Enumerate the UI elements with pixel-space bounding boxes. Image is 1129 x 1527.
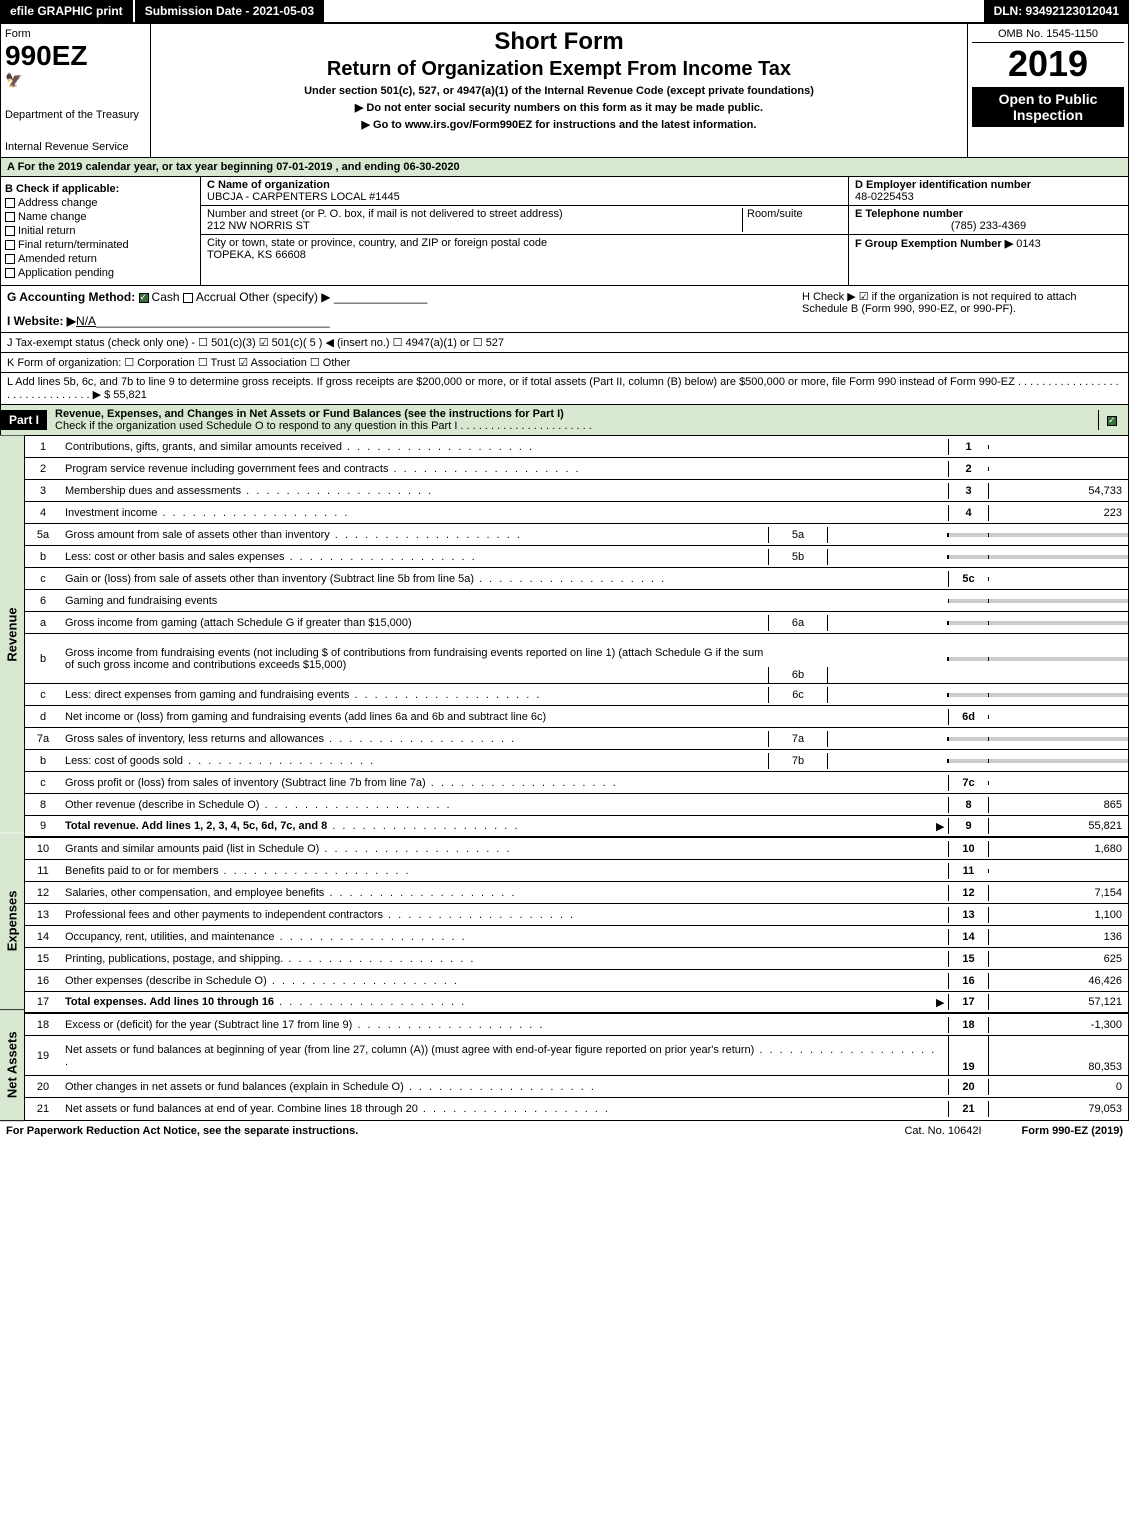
box-f-label: F Group Exemption Number ▶ [855,238,1013,250]
line-5c: cGain or (loss) from sale of assets othe… [25,568,1128,590]
line-19: 19Net assets or fund balances at beginni… [25,1036,1128,1076]
line-18: 18Excess or (deficit) for the year (Subt… [25,1014,1128,1036]
line-6c: cLess: direct expenses from gaming and f… [25,684,1128,706]
line-10: 10Grants and similar amounts paid (list … [25,838,1128,860]
chk-amended[interactable]: Amended return [18,253,97,265]
box-c-label: C Name of organization [207,179,330,191]
cat-number: Cat. No. 10642I [904,1125,981,1137]
chk-cash[interactable] [139,293,149,303]
part1-body: Revenue Expenses Net Assets 1Contributio… [0,436,1129,1121]
box-b: B Check if applicable: Address change Na… [1,177,201,285]
line-13: 13Professional fees and other payments t… [25,904,1128,926]
netassets-label: Net Assets [0,1010,24,1121]
line-1: 1Contributions, gifts, grants, and simil… [25,436,1128,458]
chk-initial-return[interactable]: Initial return [18,225,75,237]
box-i-label: I Website: ▶ [7,314,76,328]
box-c: C Name of organization UBCJA - CARPENTER… [201,177,848,285]
part1-label: Part I [1,410,47,430]
irs-eagle-icon: 🦅 [5,72,146,89]
opt-other: Other (specify) ▶ [239,290,330,304]
line-8: 8Other revenue (describe in Schedule O)8… [25,794,1128,816]
line-7c: cGross profit or (loss) from sales of in… [25,772,1128,794]
org-name: UBCJA - CARPENTERS LOCAL #1445 [207,191,400,203]
line-5a: 5aGross amount from sale of assets other… [25,524,1128,546]
chk-pending[interactable]: Application pending [18,267,114,279]
line-12: 12Salaries, other compensation, and empl… [25,882,1128,904]
line-11: 11Benefits paid to or for members11 [25,860,1128,882]
header-bar: efile GRAPHIC print Submission Date - 20… [0,0,1129,24]
city-label: City or town, state or province, country… [207,237,547,249]
line-3: 3Membership dues and assessments354,733 [25,480,1128,502]
dln: DLN: 93492123012041 [984,0,1129,22]
paperwork-notice: For Paperwork Reduction Act Notice, see … [6,1125,358,1137]
form-ref: Form 990-EZ (2019) [1022,1125,1123,1137]
form-header: Form 990EZ 🦅 Department of the Treasury … [0,24,1129,158]
box-e-label: E Telephone number [855,208,963,220]
omb-number: OMB No. 1545-1150 [972,28,1124,43]
part1-check-text: Check if the organization used Schedule … [55,420,592,432]
street-address: 212 NW NORRIS ST [207,220,310,232]
irs-label: Internal Revenue Service [5,141,146,153]
line-17: 17Total expenses. Add lines 10 through 1… [25,992,1128,1014]
efile-print-button[interactable]: efile GRAPHIC print [0,0,133,22]
box-j: J Tax-exempt status (check only one) - ☐… [0,333,1129,353]
box-g-label: G Accounting Method: [7,290,135,304]
box-d-label: D Employer identification number [855,179,1031,191]
chk-final-return[interactable]: Final return/terminated [18,239,129,251]
line-15: 15Printing, publications, postage, and s… [25,948,1128,970]
line-16: 16Other expenses (describe in Schedule O… [25,970,1128,992]
chk-address-change[interactable]: Address change [18,197,98,209]
form-number: 990EZ [5,40,146,72]
room-suite-label: Room/suite [747,208,803,220]
form-warning-2: ▶ Go to www.irs.gov/Form990EZ for instru… [159,118,959,131]
expenses-label: Expenses [0,833,24,1010]
part1-checkbox[interactable] [1098,410,1128,430]
box-l: L Add lines 5b, 6c, and 7b to line 9 to … [0,373,1129,405]
opt-cash: Cash [152,290,180,304]
part1-title: Revenue, Expenses, and Changes in Net As… [55,408,564,420]
dept-treasury: Department of the Treasury [5,109,146,121]
form-label: Form [5,28,146,40]
box-def: D Employer identification number48-02254… [848,177,1128,285]
form-warning-1: ▶ Do not enter social security numbers o… [159,101,959,114]
line-9: 9Total revenue. Add lines 1, 2, 3, 4, 5c… [25,816,1128,838]
tax-year: 2019 [972,43,1124,85]
line-6a: aGross income from gaming (attach Schedu… [25,612,1128,634]
line-21: 21Net assets or fund balances at end of … [25,1098,1128,1120]
line-5b: bLess: cost or other basis and sales exp… [25,546,1128,568]
line-7b: bLess: cost of goods sold7b [25,750,1128,772]
submission-date: Submission Date - 2021-05-03 [135,0,324,22]
chk-name-change[interactable]: Name change [18,211,87,223]
section-g-h: G Accounting Method: Cash Accrual Other … [0,286,1129,333]
line-2: 2Program service revenue including gover… [25,458,1128,480]
footer: For Paperwork Reduction Act Notice, see … [0,1121,1129,1141]
addr-label: Number and street (or P. O. box, if mail… [207,208,563,220]
ein: 48-0225453 [855,191,914,203]
opt-accrual: Accrual [196,290,236,304]
part1-header: Part I Revenue, Expenses, and Changes in… [0,405,1129,436]
line-14: 14Occupancy, rent, utilities, and mainte… [25,926,1128,948]
info-block: B Check if applicable: Address change Na… [0,177,1129,286]
group-exemption: 0143 [1016,238,1040,250]
line-6d: dNet income or (loss) from gaming and fu… [25,706,1128,728]
line-20: 20Other changes in net assets or fund ba… [25,1076,1128,1098]
row-a-tax-year: A For the 2019 calendar year, or tax yea… [0,158,1129,177]
telephone: (785) 233-4369 [855,220,1122,232]
form-title-1: Short Form [159,28,959,56]
chk-accrual[interactable] [183,293,193,303]
form-subtitle: Under section 501(c), 527, or 4947(a)(1)… [159,85,959,97]
city-state-zip: TOPEKA, KS 66608 [207,249,306,261]
form-title-2: Return of Organization Exempt From Incom… [159,58,959,81]
line-7a: 7aGross sales of inventory, less returns… [25,728,1128,750]
box-b-title: B Check if applicable: [5,183,119,195]
line-6b: bGross income from fundraising events (n… [25,634,1128,684]
box-k: K Form of organization: ☐ Corporation ☐ … [0,353,1129,373]
box-h: H Check ▶ ☑ if the organization is not r… [802,290,1122,328]
revenue-label: Revenue [0,436,24,833]
line-4: 4Investment income4223 [25,502,1128,524]
line-6: 6Gaming and fundraising events [25,590,1128,612]
website-value: N/A [76,314,96,328]
open-to-public: Open to Public Inspection [972,87,1124,127]
